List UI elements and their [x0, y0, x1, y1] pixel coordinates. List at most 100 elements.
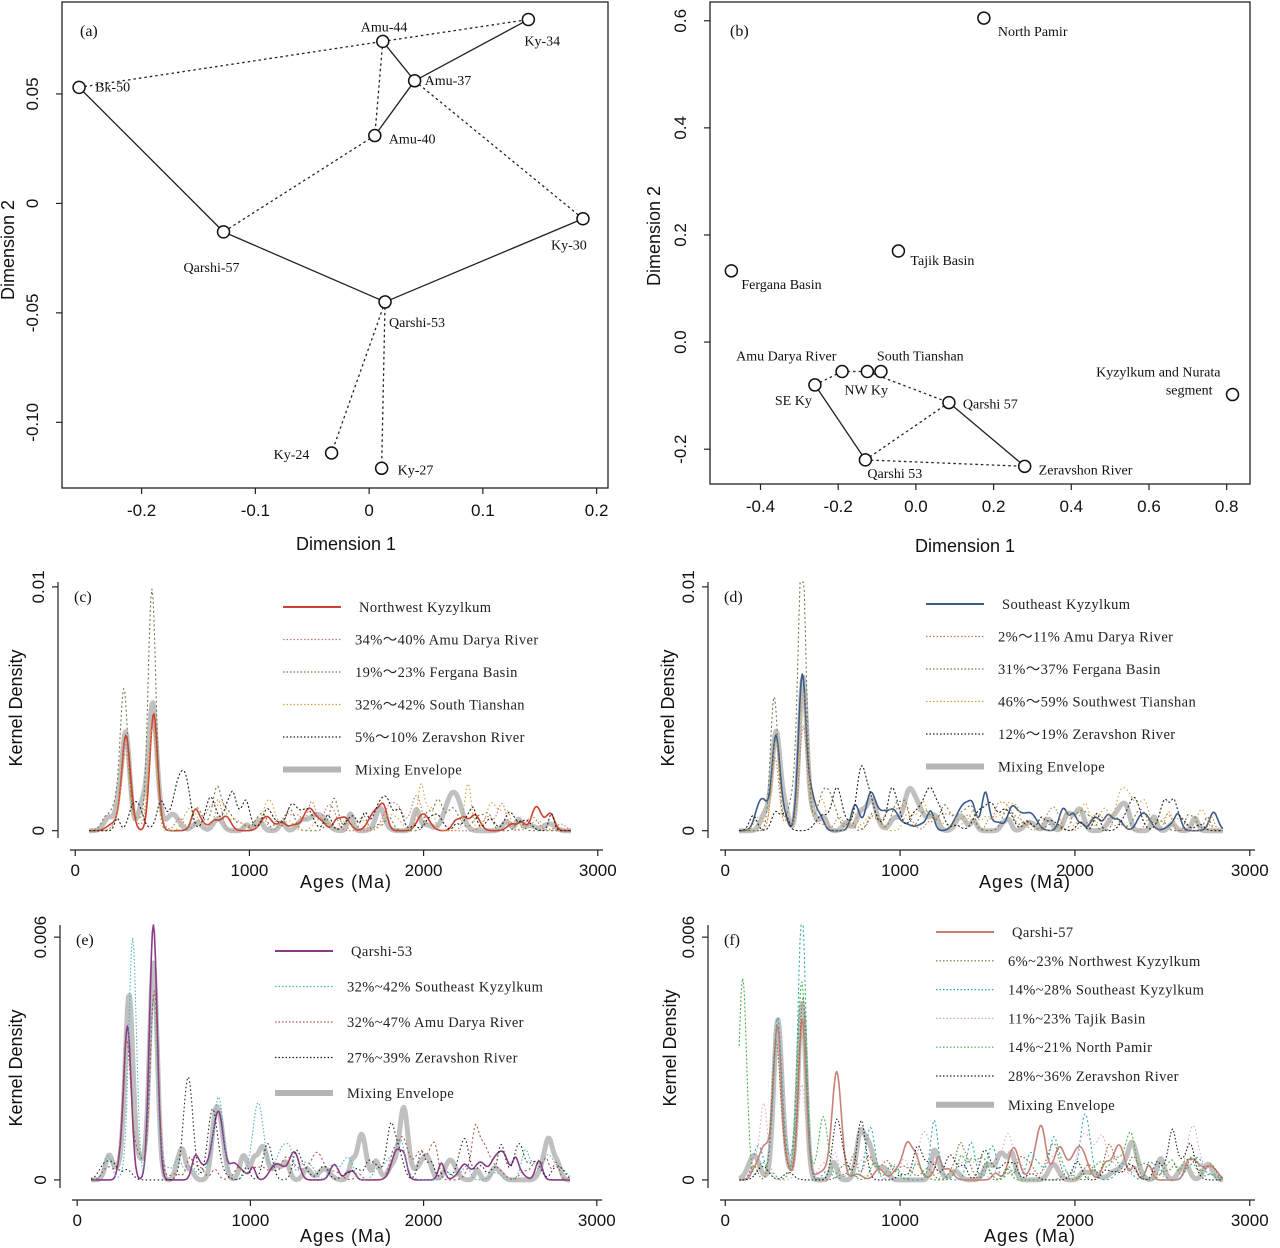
point: [1225, 387, 1240, 402]
point-label: NW Ky: [844, 384, 888, 399]
dashed-link: [380, 301, 386, 469]
y-axis-label: Dimension 2: [644, 186, 664, 286]
series-line: [739, 924, 1223, 1181]
x-tick-label: 1000: [230, 861, 268, 880]
x-tick-label: 0: [72, 1211, 81, 1230]
legend: Northwest Kyzylkum 34%～40% Amu Darya Rive…: [283, 600, 539, 779]
point-label: Amu-37: [425, 74, 472, 89]
y-tick-label: -0.10: [23, 403, 42, 442]
legend-label: Southeast Kyzylkum: [1002, 597, 1131, 613]
x-tick-label: 0.2: [585, 501, 609, 520]
point: [977, 11, 991, 25]
point: [378, 295, 392, 309]
x-tick-label: 3000: [1231, 1211, 1269, 1230]
legend-label: Qarshi-53: [351, 944, 413, 960]
series-line: [737, 1001, 1225, 1183]
panel-e: 0 1000 2000 3000 0 0.006 Ages (Ma) Kernel Densi…: [6, 916, 616, 1246]
x-tick-label: 0.6: [1137, 497, 1161, 516]
panel-c: 0 1000 2000 3000 0 0.01 Ages (Ma) Kernel Densit…: [6, 570, 617, 892]
x-axis-label: Ages (Ma): [984, 1226, 1076, 1246]
legend-label: Mixing Envelope: [998, 760, 1105, 776]
dashed-link: [78, 40, 383, 89]
point-label: Qarshi-53: [389, 316, 445, 331]
legend-label: 11%~23% Tajik Basin: [1008, 1011, 1146, 1027]
panel-label: (b): [730, 23, 749, 40]
legend-label: 2%～11% Amu Darya River: [998, 630, 1173, 646]
point: [374, 461, 389, 476]
series-line: [91, 990, 571, 1181]
legend-label: 34%～40% Amu Darya River: [355, 633, 539, 649]
dashed-link: [330, 301, 386, 454]
solid-link: [382, 40, 416, 82]
point: [521, 12, 536, 27]
y-tick-label: 0.006: [31, 916, 50, 959]
legend-label: 12%～19% Zeravshon River: [998, 727, 1176, 743]
x-tick-label: -0.2: [824, 497, 853, 516]
y-tick-label: 0.01: [679, 570, 698, 603]
y-tick-label: 0: [29, 826, 48, 835]
point: [835, 364, 849, 379]
x-tick-label: 0.0: [904, 497, 928, 516]
panel-f: 0 1000 2000 3000 0 0.006 Ages (Ma) Kernel Densi…: [660, 916, 1269, 1246]
point: [72, 80, 86, 95]
legend-label: Mixing Envelope: [1008, 1098, 1115, 1114]
point-label: segment: [1166, 384, 1213, 399]
x-tick-label: 2000: [1056, 1211, 1094, 1230]
x-tick-label: -0.1: [241, 501, 270, 520]
legend-label: 46%～59% Southwest Tianshan: [998, 695, 1196, 711]
legend-label: 27%~39% Zeravshon River: [347, 1051, 518, 1067]
x-tick-label: 3000: [578, 1211, 616, 1230]
legend-label: Mixing Envelope: [355, 763, 462, 779]
solid-link: [384, 218, 584, 303]
x-tick-label: 2000: [405, 1211, 443, 1230]
x-tick-label: 2000: [1056, 861, 1094, 880]
point-label: Qarshi-57: [184, 261, 240, 276]
legend-label: 32%～42% South Tianshan: [355, 698, 525, 714]
series-line: [89, 720, 572, 832]
y-tick-label: 0: [679, 826, 698, 835]
point: [407, 74, 422, 88]
x-tick-label: 0.2: [982, 497, 1006, 516]
series-line: [739, 673, 1224, 832]
legend-label: 32%~47% Amu Darya River: [347, 1015, 524, 1031]
point-label: Amu-44: [361, 20, 408, 35]
y-tick-label: 0.4: [671, 116, 690, 140]
legend-label: 19%～23% Fergana Basin: [355, 665, 518, 681]
legend-label: 31%～37% Fergana Basin: [998, 662, 1161, 678]
series-line: [89, 726, 571, 832]
point-label: Bk-50: [95, 80, 130, 95]
legend: Qarshi-57 6%~23% Northwest Kyzylkum 14%~28…: [936, 925, 1204, 1114]
x-tick-label: 0: [364, 501, 373, 520]
point: [324, 446, 339, 460]
x-tick-label: 3000: [579, 861, 617, 880]
series-line: [738, 977, 1223, 1181]
solid-link: [223, 231, 386, 303]
legend-label: Mixing Envelope: [347, 1086, 454, 1102]
panel-a: -0.2 -0.1 0 0.1 0.2-0.10-0.0500.05Dimension …: [0, 1, 609, 554]
plot-frame: [709, 1, 1251, 485]
point: [942, 395, 956, 410]
panel-label: (e): [76, 932, 94, 949]
point: [1017, 459, 1032, 474]
point-label: South Tianshan: [877, 350, 964, 365]
solid-link: [374, 80, 416, 136]
point-label: Fergana Basin: [741, 278, 821, 293]
x-tick-label: 2000: [405, 861, 443, 880]
series-line: [739, 725, 1223, 832]
panel-d: 0 1000 2000 3000 0 0.01 Ages (Ma) Kernel Densit…: [658, 570, 1269, 892]
point-label: Qarshi 53: [867, 467, 922, 482]
point: [808, 378, 822, 392]
series-line: [91, 937, 571, 1181]
y-tick-label: 0.05: [23, 77, 42, 110]
dashed-link: [374, 41, 384, 136]
legend-label: 14%~21% North Pamir: [1008, 1040, 1152, 1056]
y-tick-label: 0.2: [671, 223, 690, 247]
series-line: [737, 674, 1225, 834]
y-axis-label: Kernel Density: [658, 649, 678, 766]
point: [376, 34, 390, 49]
plot-frame: [61, 1, 609, 489]
solid-link: [948, 402, 1026, 467]
point-label: Zeravshon River: [1039, 463, 1133, 478]
series-line: [89, 960, 572, 1183]
